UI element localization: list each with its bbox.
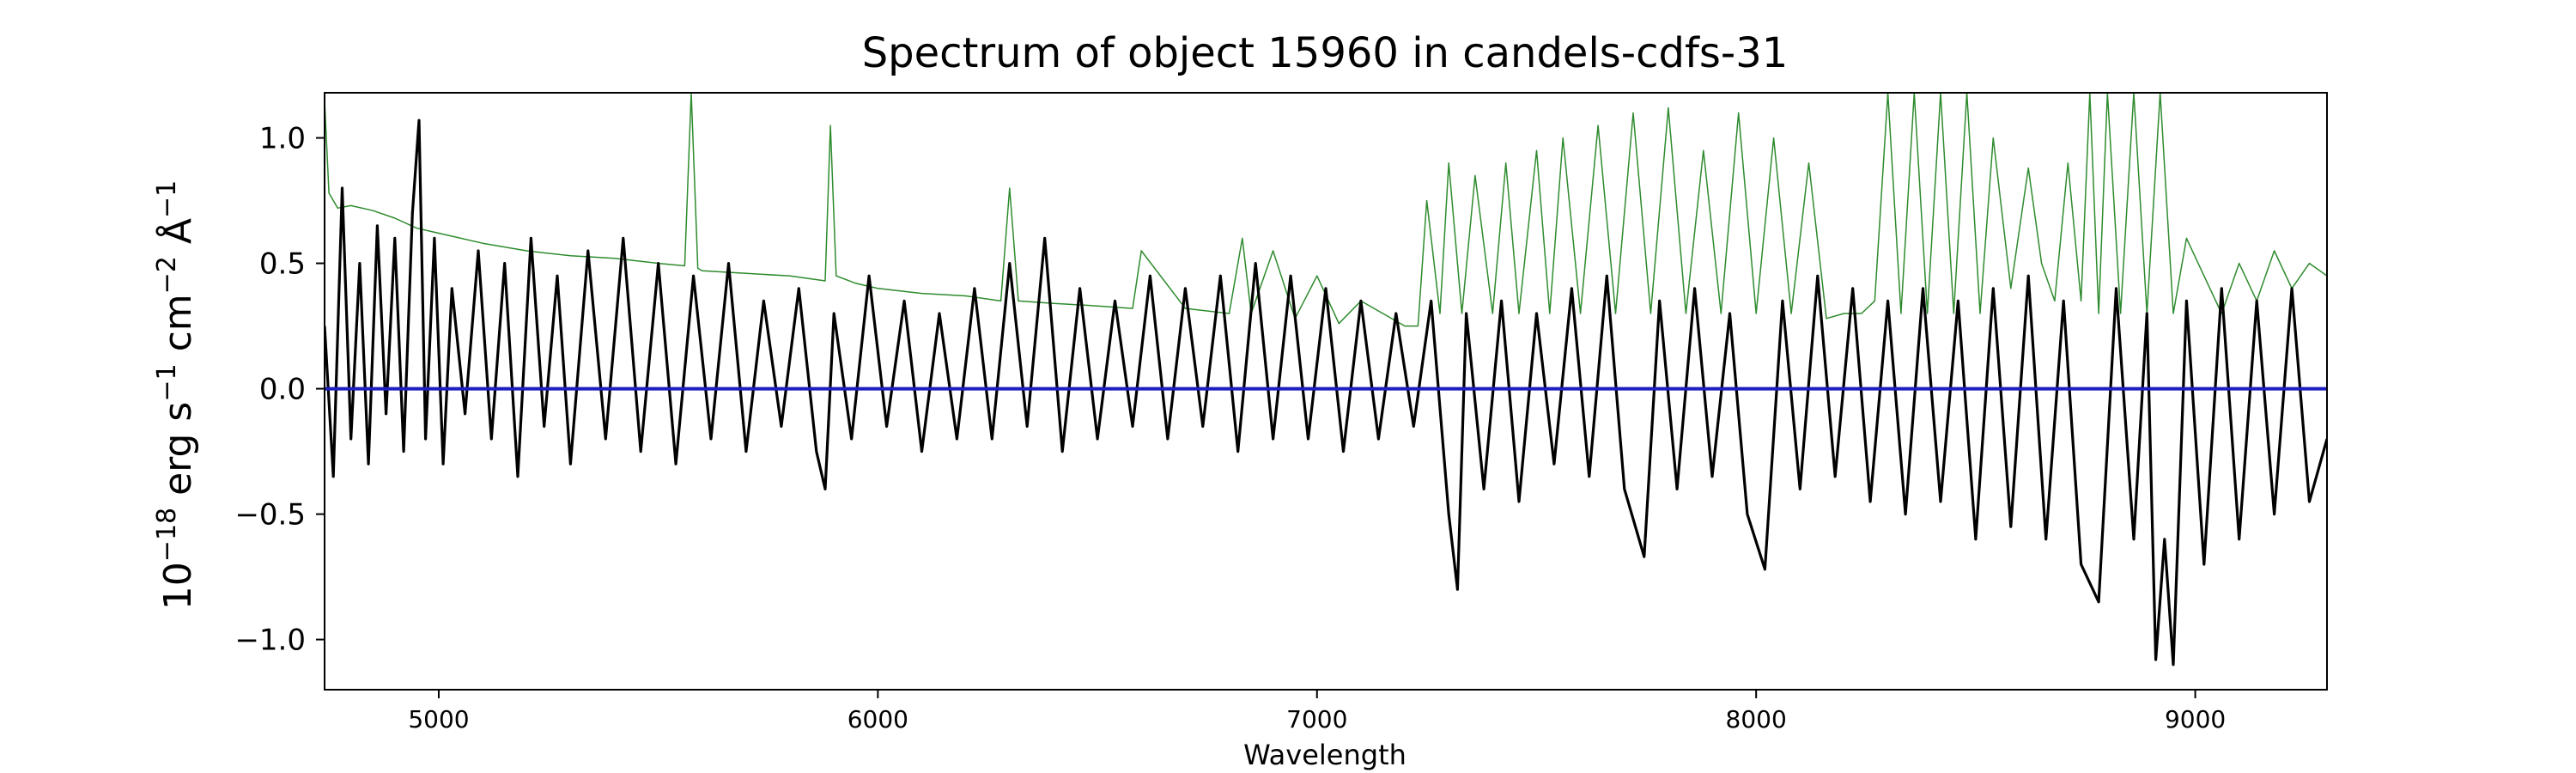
y-axis-label-exp1: −18 — [152, 508, 182, 562]
y-tick-label: −1.0 — [234, 624, 306, 658]
y-axis-label-mid2: cm — [156, 294, 200, 363]
y-tick-label: 0.0 — [259, 373, 306, 407]
y-axis-label-base: 10 — [156, 562, 200, 610]
y-tick-label: 1.0 — [259, 122, 306, 156]
x-tick-label: 8000 — [1726, 705, 1787, 733]
y-tick-label: 0.5 — [259, 247, 306, 282]
y-axis-label-exp4: −1 — [152, 180, 182, 218]
y-axis-label-mid3: Å — [155, 218, 200, 256]
x-tick-label: 5000 — [408, 705, 469, 733]
y-axis-label-exp3: −2 — [152, 256, 182, 294]
x-axis-label: Wavelength — [1243, 739, 1406, 771]
axes-frame — [324, 92, 2328, 691]
x-tick-label: 6000 — [848, 705, 908, 733]
axes-layer: 5000 6000 7000 8000 9000 −1.0 −0.5 0.0 0.5 1.0 — [234, 92, 2328, 733]
x-tick-label: 9000 — [2165, 705, 2226, 733]
y-tick-label: −0.5 — [234, 498, 306, 533]
y-axis-label-mid1: erg s — [156, 402, 200, 508]
x-tick-label: 7000 — [1286, 705, 1347, 733]
y-axis-label: 10−18 erg s−1 cm−2 Å−1 — [152, 180, 200, 610]
chart-title: Spectrum of object 15960 in candels-cdfs… — [862, 29, 1789, 77]
error-series-line — [325, 93, 2327, 327]
plot-area — [325, 93, 2327, 666]
flux-series-line — [325, 119, 2327, 666]
y-axis-label-exp2: −1 — [152, 363, 182, 401]
